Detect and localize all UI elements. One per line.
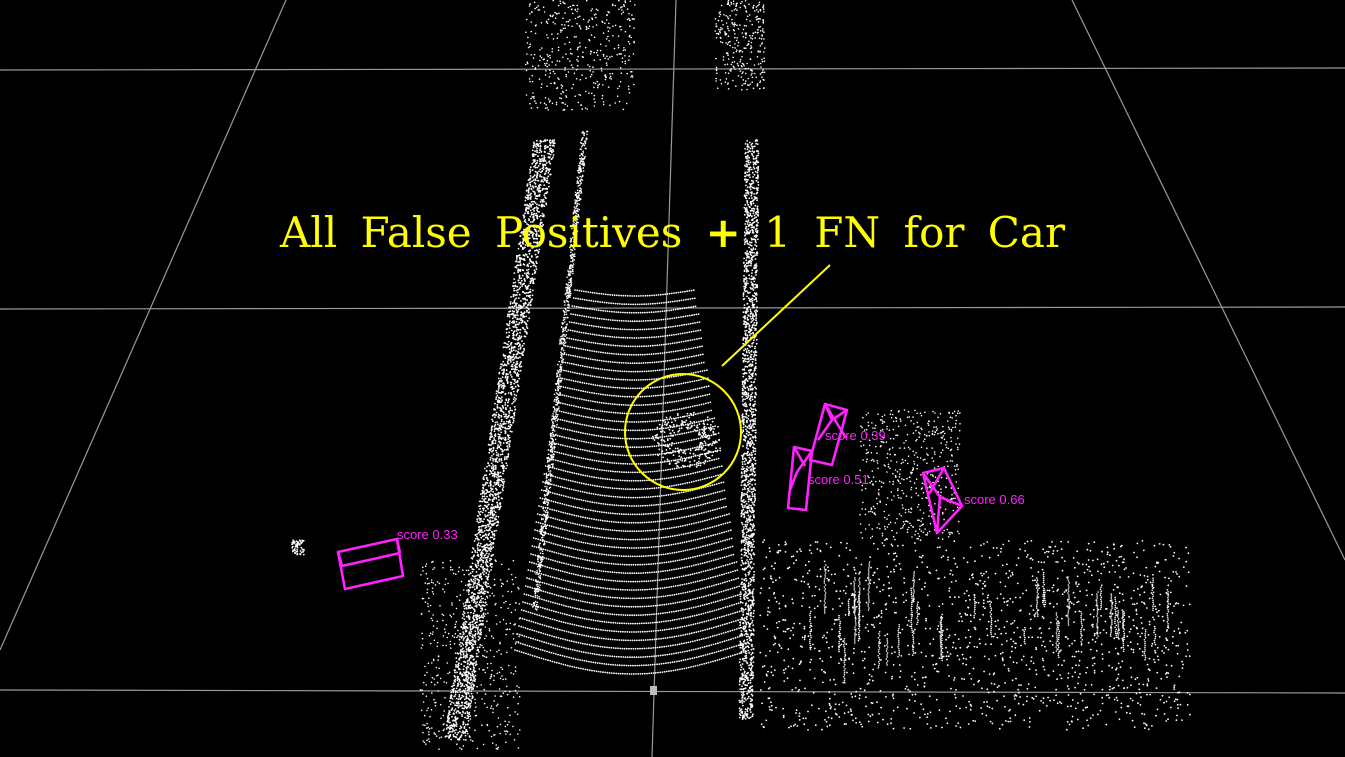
caption-plus: + [705, 208, 741, 257]
ego-sensor-marker [650, 686, 657, 695]
caption-false-negative: 1 FN for Car [764, 208, 1066, 257]
detection-score-1: score 0.33 [397, 527, 458, 542]
detection-score-4: score 0.66 [964, 492, 1025, 507]
detection-box-2 [808, 402, 849, 467]
detection-score-3: score 0.51 [808, 472, 869, 487]
detection-score-2: score 0.39 [825, 428, 886, 443]
false-negative-highlight [624, 264, 831, 491]
detection-boxes [336, 402, 964, 591]
fn-pointer-line [721, 264, 831, 367]
detection-box-4 [921, 466, 964, 535]
detection-box-3 [786, 445, 814, 512]
lidar-points [291, 0, 1191, 750]
caption-false-positives: All False Positives [279, 208, 683, 257]
annotation-caption: All False Positives + 1 FN for Car [0, 208, 1345, 257]
detection-box-1 [336, 537, 405, 591]
fn-circle [624, 373, 742, 491]
